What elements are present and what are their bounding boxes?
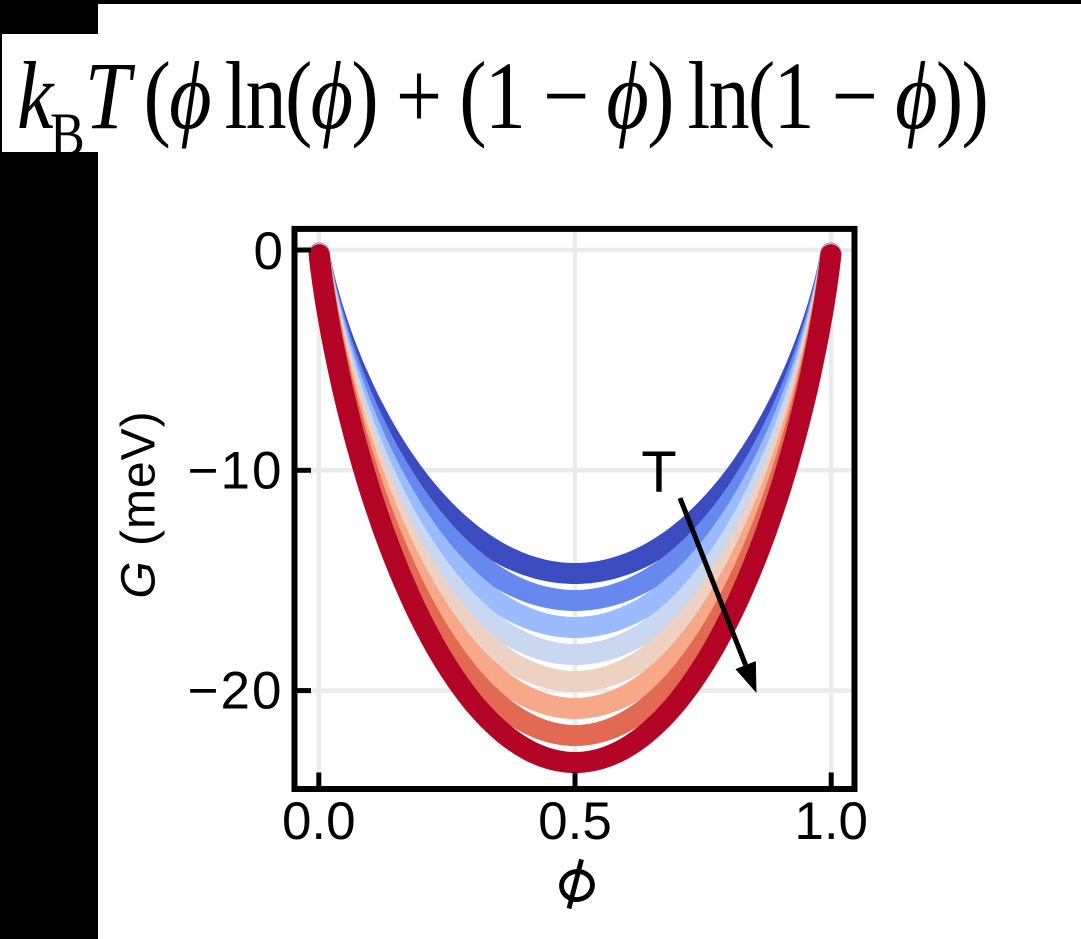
- svg-text:−20: −20: [188, 662, 284, 721]
- svg-text:0: 0: [254, 222, 283, 281]
- svg-text:−10: −10: [188, 441, 284, 500]
- svg-text:T: T: [641, 440, 676, 505]
- svg-text:0.5: 0.5: [538, 792, 612, 851]
- svg-text:G (meV): G (meV): [113, 410, 166, 598]
- svg-text:1.0: 1.0: [794, 792, 868, 851]
- svg-text:0.0: 0.0: [282, 792, 356, 851]
